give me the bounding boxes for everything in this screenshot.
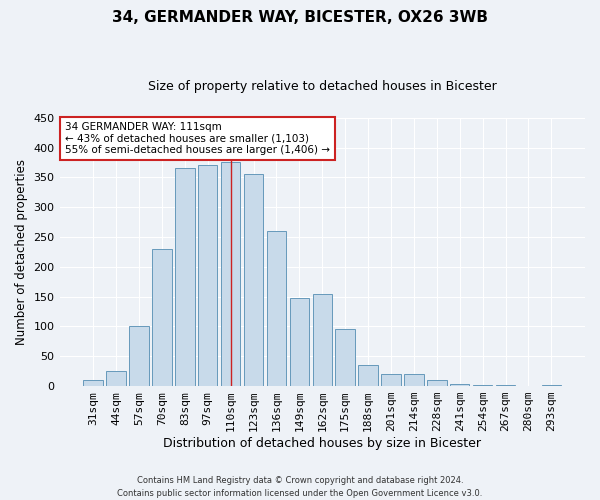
Text: 34 GERMANDER WAY: 111sqm
← 43% of detached houses are smaller (1,103)
55% of sem: 34 GERMANDER WAY: 111sqm ← 43% of detach… <box>65 122 330 155</box>
Bar <box>427 380 446 386</box>
Bar <box>129 326 149 386</box>
Bar <box>175 168 194 386</box>
Bar <box>152 249 172 386</box>
Bar <box>450 384 469 386</box>
Bar <box>381 374 401 386</box>
Y-axis label: Number of detached properties: Number of detached properties <box>15 159 28 345</box>
Bar <box>404 374 424 386</box>
Bar <box>313 294 332 386</box>
Bar <box>83 380 103 386</box>
Bar <box>198 166 217 386</box>
Text: Contains HM Land Registry data © Crown copyright and database right 2024.
Contai: Contains HM Land Registry data © Crown c… <box>118 476 482 498</box>
Bar <box>267 231 286 386</box>
Text: 34, GERMANDER WAY, BICESTER, OX26 3WB: 34, GERMANDER WAY, BICESTER, OX26 3WB <box>112 10 488 25</box>
X-axis label: Distribution of detached houses by size in Bicester: Distribution of detached houses by size … <box>163 437 481 450</box>
Bar <box>358 365 378 386</box>
Bar <box>244 174 263 386</box>
Bar <box>290 298 309 386</box>
Bar <box>221 162 241 386</box>
Bar <box>106 371 126 386</box>
Title: Size of property relative to detached houses in Bicester: Size of property relative to detached ho… <box>148 80 497 93</box>
Bar <box>335 330 355 386</box>
